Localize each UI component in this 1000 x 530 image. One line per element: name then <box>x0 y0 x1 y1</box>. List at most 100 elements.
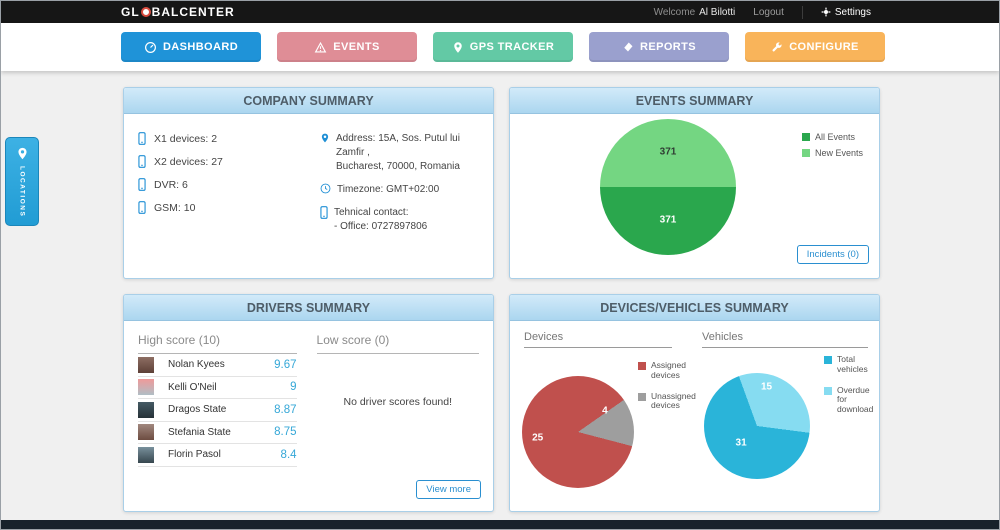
device-count-item: GSM: 10 <box>138 201 320 214</box>
technical-contact-item: Tehnical contact: - Office: 0727897806 <box>320 206 481 234</box>
driver-name: Nolan Kyees <box>168 359 225 371</box>
address-item: Address: 15A, Sos. Putul lui Zamfir , Bu… <box>320 132 481 174</box>
welcome-label: Welcome <box>653 6 696 18</box>
company-summary-body: X1 devices: 2 X2 devices: 27 DVR: 6 GSM:… <box>124 114 493 243</box>
tab-events[interactable]: EVENTS <box>277 32 417 62</box>
clock-icon <box>320 183 331 194</box>
vehicles-pie-chart: 15 31 <box>704 373 810 479</box>
low-score-column: Low score (0) No driver scores found! <box>316 331 479 467</box>
driver-row[interactable]: Nolan Kyees 9.67 <box>138 354 297 377</box>
legend-swatch <box>638 392 646 401</box>
pie-slice-label-assigned: 25 <box>532 432 544 444</box>
logo-text-center: CENTER <box>179 5 235 19</box>
vehicles-subtab[interactable]: Vehicles <box>702 331 868 348</box>
drivers-summary-body: High score (10) Nolan Kyees 9.67 Kelli O… <box>124 321 493 467</box>
company-device-counts: X1 devices: 2 X2 devices: 27 DVR: 6 GSM:… <box>138 132 320 243</box>
username-label: Al Bilotti <box>699 6 736 18</box>
settings-button[interactable]: Settings <box>815 6 877 19</box>
legend-swatch <box>824 356 832 364</box>
high-score-title: High score (10) <box>138 331 297 354</box>
tab-events-label: EVENTS <box>333 41 380 53</box>
driver-score: 8.4 <box>280 448 297 461</box>
contact-label: Tehnical contact: <box>334 207 409 218</box>
pie-slice-label-total: 31 <box>735 437 747 449</box>
alert-triangle-icon <box>314 41 327 53</box>
locations-tab-label: LOCATIONS <box>18 166 26 218</box>
devices-subtab[interactable]: Devices <box>524 331 672 348</box>
view-more-button[interactable]: View more <box>416 480 481 499</box>
legend-item: New Events <box>801 148 863 159</box>
tab-reports-label: REPORTS <box>640 41 696 53</box>
vehicles-legend: Total vehicles Overdue for download <box>824 354 880 426</box>
legend-label: Overdue for download <box>837 384 874 415</box>
legend-swatch <box>801 133 810 141</box>
drivers-summary-panel: DRIVERS SUMMARY High score (10) Nolan Ky… <box>123 294 494 512</box>
events-pie-chart: 371 371 <box>600 119 736 255</box>
device-count-label: DVR: 6 <box>154 178 188 191</box>
events-summary-title: EVENTS SUMMARY <box>510 88 879 114</box>
incidents-button[interactable]: Incidents (0) <box>796 245 869 264</box>
legend-label: Assigned devices <box>651 360 686 380</box>
top-bar-right: Welcome Al Bilotti Logout Settings <box>654 1 877 23</box>
tab-dashboard-label: DASHBOARD <box>162 41 239 53</box>
tab-gps-tracker[interactable]: GPS TRACKER <box>433 32 573 62</box>
legend-item: Assigned devices <box>638 360 700 381</box>
driver-avatar <box>138 424 154 441</box>
legend-label: New Events <box>814 148 863 159</box>
legend-swatch <box>638 362 646 370</box>
low-score-title: Low score (0) <box>316 331 479 354</box>
settings-gear-icon <box>821 7 831 17</box>
address-line-2: Bucharest, 70000, Romania <box>336 161 460 172</box>
logout-link[interactable]: Logout <box>747 6 790 19</box>
driver-name: Kelli O'Neil <box>168 381 217 393</box>
map-pin-icon <box>321 133 329 143</box>
pie-slice-label-overdue: 15 <box>760 381 773 393</box>
driver-row[interactable]: Kelli O'Neil 9 <box>138 377 297 399</box>
driver-score: 8.87 <box>274 403 297 416</box>
driver-avatar <box>138 446 154 463</box>
driver-avatar <box>138 401 154 418</box>
legend-item: Unassigned devices <box>638 390 700 412</box>
main-nav: DASHBOARD EVENTS GPS TRACKER REPORTS CON… <box>1 23 999 71</box>
tab-reports[interactable]: REPORTS <box>589 32 729 62</box>
tab-configure[interactable]: CONFIGURE <box>745 32 885 62</box>
device-count-label: X2 devices: 27 <box>154 155 223 168</box>
logo-globe-icon <box>140 7 151 17</box>
legend-label: Total vehicles <box>837 354 868 374</box>
pie-slice-label-unassigned: 4 <box>602 405 608 417</box>
pie-slice-label-all-events: 371 <box>659 214 677 226</box>
legend-label: Unassigned devices <box>651 390 696 411</box>
top-bar: GL BAL CENTER Welcome Al Bilotti Logout … <box>1 1 999 23</box>
driver-row[interactable]: Dragos State 8.87 <box>138 399 297 422</box>
mobile-device-icon <box>138 155 146 168</box>
map-pin-icon <box>454 41 462 53</box>
contact-office: - Office: 0727897806 <box>334 221 428 232</box>
settings-label: Settings <box>834 6 871 18</box>
device-count-item: X2 devices: 27 <box>138 155 320 168</box>
device-count-item: X1 devices: 2 <box>138 132 320 145</box>
tab-configure-label: CONFIGURE <box>789 41 859 53</box>
legend-label: All Events <box>814 132 855 142</box>
address-line-1: Address: 15A, Sos. Putul lui Zamfir , <box>336 133 460 158</box>
driver-row[interactable]: Florin Pasol 8.4 <box>138 444 297 467</box>
mobile-device-icon <box>138 201 146 214</box>
app-logo: GL BAL CENTER <box>121 5 235 19</box>
company-summary-panel: COMPANY SUMMARY X1 devices: 2 X2 devices… <box>123 87 494 279</box>
device-count-label: GSM: 10 <box>154 201 196 214</box>
timezone-label: Timezone: GMT+02:00 <box>337 184 440 195</box>
driver-row[interactable]: Stefania State 8.75 <box>138 422 297 444</box>
tab-dashboard[interactable]: DASHBOARD <box>121 32 261 62</box>
events-summary-panel: EVENTS SUMMARY All Events New Events 371… <box>509 87 880 279</box>
driver-name: Dragos State <box>168 404 227 416</box>
company-summary-title: COMPANY SUMMARY <box>124 88 493 114</box>
events-legend: All Events New Events <box>801 132 863 165</box>
locations-side-tab[interactable]: LOCATIONS <box>5 137 39 226</box>
legend-swatch <box>801 149 810 158</box>
driver-score: 9.67 <box>274 358 297 371</box>
driver-score: 9 <box>290 381 297 394</box>
devices-vehicles-title: DEVICES/VEHICLES SUMMARY <box>510 295 879 321</box>
dashboard-gauge-icon <box>144 41 156 53</box>
driver-name: Florin Pasol <box>168 449 221 461</box>
timezone-item: Timezone: GMT+02:00 <box>320 183 481 197</box>
